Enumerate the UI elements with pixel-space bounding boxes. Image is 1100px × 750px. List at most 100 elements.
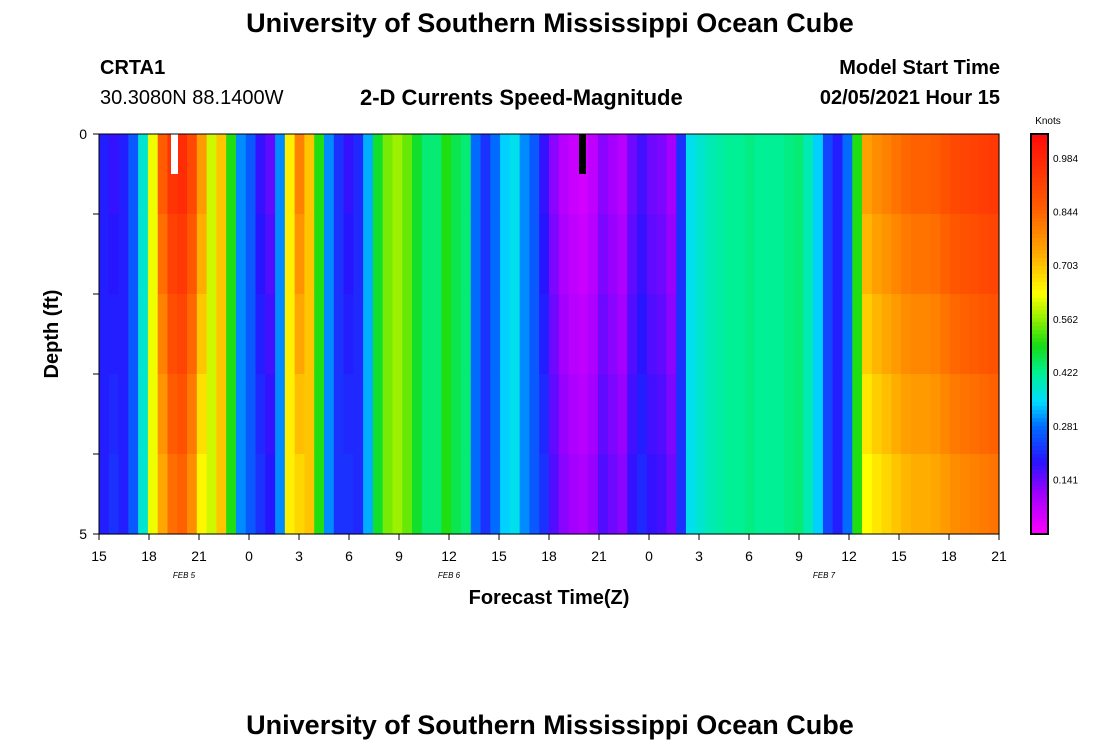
colorbar-segment <box>1031 198 1048 203</box>
heatmap-cell <box>147 294 159 375</box>
heatmap-cell <box>891 214 902 295</box>
x-tick-label: 9 <box>395 548 403 564</box>
heatmap-cell <box>705 134 716 215</box>
heatmap-cell <box>764 454 775 535</box>
colorbar-tick-label: 0.141 <box>1053 475 1078 486</box>
colorbar-tick-label: 0.281 <box>1053 422 1078 433</box>
heatmap-cell <box>255 134 266 215</box>
heatmap-cell <box>891 454 902 535</box>
colorbar-segment <box>1031 490 1048 495</box>
heatmap-cell <box>284 294 296 375</box>
heatmap-cell <box>637 374 648 455</box>
heatmap-cell <box>333 374 345 455</box>
heatmap-cell <box>372 214 384 295</box>
heatmap-cell <box>275 294 286 375</box>
colorbar-segment <box>1031 446 1048 451</box>
heatmap-cell <box>118 454 129 535</box>
heatmap-cell <box>206 454 217 535</box>
heatmap-cell <box>294 454 306 535</box>
heatmap-cell <box>862 374 873 455</box>
heatmap-cell <box>382 374 394 455</box>
heatmap-cell <box>304 374 315 455</box>
heatmap-cell <box>734 454 746 535</box>
heatmap-cell <box>617 214 628 295</box>
heatmap-cell <box>147 214 159 295</box>
x-tick-label: 18 <box>941 548 957 564</box>
colorbar-segment <box>1031 474 1048 479</box>
heatmap-cell <box>500 454 511 535</box>
heatmap-cell <box>529 454 540 535</box>
heatmap-cell <box>421 454 433 535</box>
colorbar-segment <box>1031 290 1048 295</box>
heatmap-cell <box>646 374 658 455</box>
colorbar-segment <box>1031 514 1048 519</box>
colorbar-segment <box>1031 318 1048 323</box>
y-tick-label: 0 <box>79 126 87 142</box>
heatmap-cell <box>969 454 981 535</box>
heatmap-cell <box>402 294 413 375</box>
colorbar-segment <box>1031 246 1048 251</box>
colorbar-segment <box>1031 398 1048 403</box>
heatmap-cell <box>871 134 883 215</box>
heatmap-cell <box>255 214 266 295</box>
heatmap-cell <box>842 454 853 535</box>
heatmap-cell <box>588 134 599 215</box>
heatmap-cell <box>774 134 785 215</box>
heatmap-cell <box>138 214 149 295</box>
heatmap-cell <box>412 454 423 535</box>
heatmap-cell <box>343 214 354 295</box>
heatmap-cell <box>920 374 932 455</box>
heatmap-cell <box>206 294 217 375</box>
heatmap-cell <box>294 294 306 375</box>
heatmap-cell <box>392 214 403 295</box>
colorbar-segment <box>1031 358 1048 363</box>
heatmap-cell <box>725 294 736 375</box>
heatmap-cell <box>920 214 932 295</box>
heatmap-cell <box>822 294 834 375</box>
heatmap-cell <box>597 134 609 215</box>
heatmap-cell <box>460 294 472 375</box>
footer-title: University of Southern Mississippi Ocean… <box>246 710 854 740</box>
heatmap-cell <box>265 374 276 455</box>
heatmap-cell <box>235 294 247 375</box>
heatmap-cell <box>783 374 795 455</box>
colorbar-segment <box>1031 374 1048 379</box>
heatmap-cell <box>881 454 892 535</box>
heatmap-cell <box>627 214 638 295</box>
colorbar-segment <box>1031 286 1048 291</box>
heatmap-cell <box>920 134 932 215</box>
heatmap-cell <box>138 134 149 215</box>
heatmap-cell <box>206 214 217 295</box>
heatmap-cell <box>862 294 873 375</box>
heatmap-cell <box>549 134 560 215</box>
x-tick-label: 3 <box>295 548 303 564</box>
heatmap-cell <box>685 214 697 295</box>
colorbar-segment <box>1031 206 1048 211</box>
heatmap-cell <box>529 214 540 295</box>
heatmap-cell <box>979 134 990 215</box>
heatmap-cell <box>167 214 178 295</box>
heatmap-cell <box>118 294 129 375</box>
heatmap-cell <box>813 454 824 535</box>
time-marker <box>579 134 586 174</box>
colorbar-segment <box>1031 178 1048 183</box>
heatmap-cell <box>617 374 628 455</box>
heatmap-cell <box>147 134 159 215</box>
colorbar-segment <box>1031 498 1048 503</box>
heatmap-cell <box>793 454 804 535</box>
heatmap-cell <box>353 214 364 295</box>
heatmap-cell <box>99 374 110 455</box>
heatmap-cell <box>187 214 198 295</box>
colorbar-segment <box>1031 338 1048 343</box>
heatmap-cell <box>959 294 971 375</box>
heatmap-cell <box>715 454 726 535</box>
heatmap-cell <box>852 374 863 455</box>
x-tick-label: 9 <box>795 548 803 564</box>
heatmap-cell <box>685 454 697 535</box>
heatmap-cell <box>333 214 345 295</box>
heatmap-cell <box>979 454 990 535</box>
colorbar-segment <box>1031 174 1048 179</box>
heatmap-cell <box>803 214 814 295</box>
heatmap-cell <box>705 214 716 295</box>
heatmap-cell <box>754 214 765 295</box>
